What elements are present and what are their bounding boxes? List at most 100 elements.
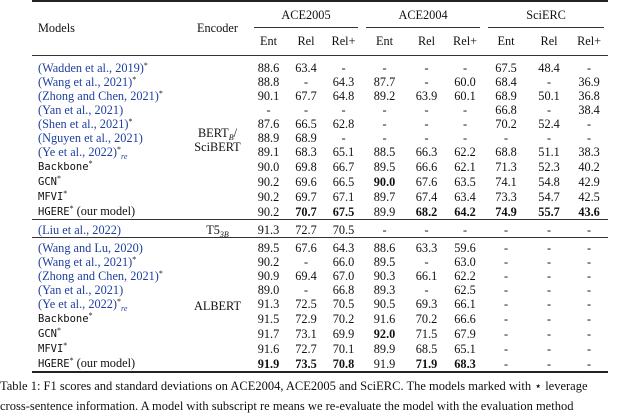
score-value: 62.5 xyxy=(454,283,476,297)
score-value: 68.8 xyxy=(495,145,517,159)
score-value: - xyxy=(303,283,309,297)
citation-link[interactable]: (Wadden et al., 2019) xyxy=(38,61,144,75)
table-row: (Wang et al., 2021)* 88.8 - 64.3 87.7 - 60.0 68… xyxy=(32,75,608,89)
score-value: 63.4 xyxy=(454,189,476,204)
citation-link[interactable]: (Wang and Lu, 2020) xyxy=(38,241,143,255)
score-value: - xyxy=(547,269,552,283)
score-cell: 66.3 xyxy=(407,145,446,159)
score-cell: 89.5 xyxy=(362,255,407,269)
score-cell: 63.4 xyxy=(287,61,325,75)
score-cell: 68.3 xyxy=(446,356,484,372)
score-value: - xyxy=(587,326,592,341)
score-value: 71.3 xyxy=(495,159,517,174)
model-cell: (Shen et al., 2021)* xyxy=(32,117,185,131)
score-cell: - xyxy=(287,75,325,89)
score-cell: 90.0 xyxy=(362,174,407,189)
score-value: 54.8 xyxy=(538,174,560,189)
score-value: 72.7 xyxy=(295,341,317,356)
score-value: 63.4 xyxy=(295,61,317,75)
model-cell: MFVI* xyxy=(32,341,185,356)
score-cell: 91.3 xyxy=(250,297,287,311)
citation-link[interactable]: (Wang et al., 2021) xyxy=(38,75,133,89)
citation-link[interactable]: (Zhong and Chen, 2021) xyxy=(38,269,159,283)
citation-link[interactable]: (Yan et al., 2021) xyxy=(38,103,124,117)
score-cell: - xyxy=(484,326,528,341)
score-cell: - xyxy=(446,103,484,117)
score-value: 70.8 xyxy=(332,356,355,371)
score-value: - xyxy=(587,223,592,237)
score-cell: 89.0 xyxy=(250,283,287,297)
model-cell: (Nguyen et al., 2021) xyxy=(32,131,185,145)
score-value: 66.8 xyxy=(495,103,517,117)
score-cell: - xyxy=(325,103,362,117)
score-value: 55.7 xyxy=(538,204,560,219)
score-value: - xyxy=(587,131,592,145)
score-cell: 63.9 xyxy=(407,89,446,103)
score-value: 72.5 xyxy=(295,297,317,311)
score-cell: 88.6 xyxy=(250,61,287,75)
score-value: 71.9 xyxy=(415,356,438,371)
star-marker: * xyxy=(63,341,68,350)
score-cell: - xyxy=(362,131,407,145)
citation-link[interactable]: (Ye et al., 2022) xyxy=(38,297,118,311)
score-value: 87.6 xyxy=(257,117,280,131)
model-cell: (Yan et al., 2021) xyxy=(32,283,185,297)
score-cell: - xyxy=(407,61,446,75)
score-value: 74.1 xyxy=(495,174,517,189)
citation-link[interactable]: (Shen et al., 2021) xyxy=(38,117,129,131)
score-cell: 68.9 xyxy=(287,131,325,145)
score-value: - xyxy=(303,75,309,89)
score-value: 62.1 xyxy=(454,159,476,174)
score-cell: - xyxy=(528,311,570,326)
citation-link[interactable]: (Liu et al., 2022) xyxy=(38,223,121,237)
citation-link[interactable]: (Wang et al., 2021) xyxy=(38,255,133,269)
citation-link[interactable]: (Yan et al., 2021) xyxy=(38,283,124,297)
score-value: 69.3 xyxy=(415,297,438,311)
score-value: 68.4 xyxy=(495,75,517,89)
score-value: - xyxy=(341,61,346,75)
score-cell: 67.0 xyxy=(325,269,362,283)
score-cell: - xyxy=(570,341,608,356)
score-cell: 64.2 xyxy=(446,204,484,220)
model-name: MFVI xyxy=(38,191,64,203)
score-cell: 64.8 xyxy=(325,89,362,103)
score-cell: - xyxy=(407,283,446,297)
score-value: 88.8 xyxy=(257,75,280,89)
score-value: 60.1 xyxy=(454,89,476,103)
score-cell: 70.5 xyxy=(325,297,362,311)
score-value: - xyxy=(504,341,509,356)
score-cell: - xyxy=(570,326,608,341)
score-cell: 70.5 xyxy=(325,223,362,238)
table-row: (Zhong and Chen, 2021)* 90.9 69.4 67.0 90.3 6… xyxy=(32,269,608,283)
score-cell: 90.2 xyxy=(250,255,287,269)
score-value: - xyxy=(424,131,429,145)
score-cell: - xyxy=(484,341,528,356)
citation-link[interactable]: (Zhong and Chen, 2021) xyxy=(38,89,159,103)
star-marker: * xyxy=(117,145,122,154)
score-cell: - xyxy=(528,75,570,89)
score-cell: - xyxy=(250,103,287,117)
citation-link[interactable]: (Ye et al., 2022) xyxy=(38,145,118,159)
citation-link[interactable]: (Nguyen et al., 2021) xyxy=(38,131,143,145)
score-value: - xyxy=(462,223,468,237)
star-marker: * xyxy=(56,326,61,335)
table-row: Backbone* 91.5 72.9 70.2 91.6 70.2 66.6 - - - xyxy=(32,311,608,326)
score-value: - xyxy=(504,255,509,269)
score-value: - xyxy=(504,356,509,371)
score-value: 38.3 xyxy=(578,145,600,159)
score-cell: 70.2 xyxy=(484,117,528,131)
score-cell: 91.9 xyxy=(250,356,287,372)
score-value: - xyxy=(504,241,509,255)
score-value: 68.2 xyxy=(415,204,438,219)
score-value: 90.1 xyxy=(257,89,280,103)
score-value: 64.3 xyxy=(332,75,355,89)
score-cell: 90.1 xyxy=(250,89,287,103)
header-encoder: Encoder xyxy=(185,0,250,56)
encoder-name: BERT xyxy=(197,126,229,140)
model-cell: (Ye et al., 2022)*re xyxy=(32,145,185,161)
table-row: (Yan et al., 2021) - - - - - - 66.8 - 38.4 xyxy=(32,103,608,117)
encoder-cell: BERTB/SciBERT xyxy=(185,61,250,220)
score-cell: 73.3 xyxy=(484,189,528,204)
score-cell: 66.0 xyxy=(325,255,362,269)
score-cell: 67.5 xyxy=(325,204,362,220)
